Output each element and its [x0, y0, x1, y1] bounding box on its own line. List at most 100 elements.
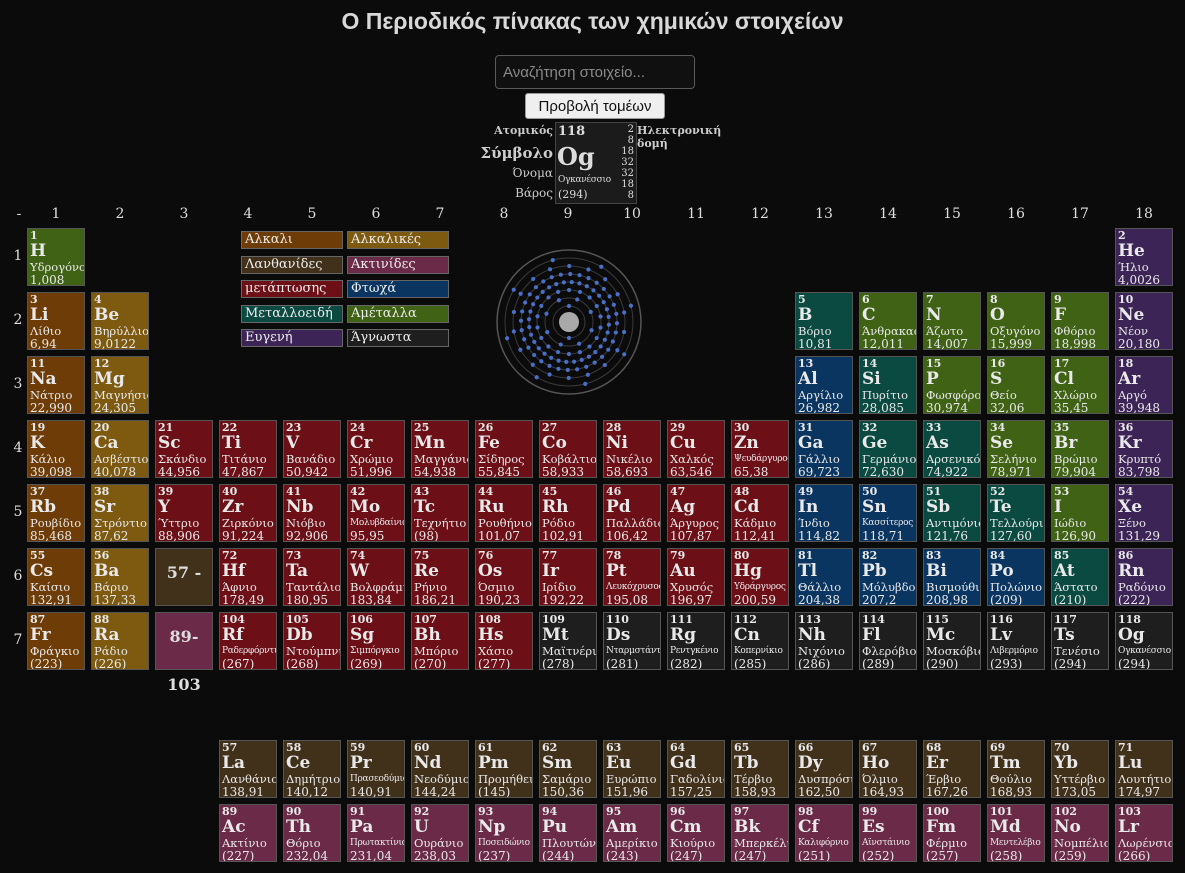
- element-cd[interactable]: 48 Cd Κάδμιο 112,41: [731, 484, 789, 542]
- element-lv[interactable]: 116 Lv Λιβερμόριο (293): [987, 612, 1045, 670]
- placeholder-lanthanides[interactable]: 57 - 71: [155, 548, 213, 630]
- element-po[interactable]: 84 Po Πολώνιο (209): [987, 548, 1045, 606]
- element-re[interactable]: 75 Re Ρήνιο 186,21: [411, 548, 469, 606]
- element-bh[interactable]: 107 Bh Μπόριο (270): [411, 612, 469, 670]
- element-cn[interactable]: 112 Cn Κοπερνίκιο (285): [731, 612, 789, 670]
- element-rg[interactable]: 111 Rg Ρεντγκένιο (282): [667, 612, 725, 670]
- element-mt[interactable]: 109MtΜαϊτνέριο(278): [539, 612, 597, 670]
- element-li[interactable]: 3 Li Λίθιο 6,94: [27, 292, 85, 350]
- element-mo[interactable]: 42 Mo Μολυβδαίνιο 95,95: [347, 484, 405, 542]
- element-si[interactable]: 14 Si Πυρίτιο 28,085: [859, 356, 917, 414]
- element-u[interactable]: 92 U Ουράνιο 238,03: [411, 804, 469, 862]
- legend-item-transition[interactable]: μετάπτωσης: [241, 280, 343, 298]
- element-in[interactable]: 49 In Ίνδιο 114,82: [795, 484, 853, 542]
- element-ge[interactable]: 32 Ge Γερμάνιο 72,630: [859, 420, 917, 478]
- element-yb[interactable]: 70 Yb Υττέρβιο 173,05: [1051, 740, 1109, 798]
- element-b[interactable]: 5 B Βόριο 10,81: [795, 292, 853, 350]
- element-cm[interactable]: 96 Cm Κιούριο (247): [667, 804, 725, 862]
- element-tc[interactable]: 43 Tc Τεχνήτιο (98): [411, 484, 469, 542]
- legend-item-lanthanide[interactable]: Λανθανίδες: [241, 255, 343, 274]
- element-s[interactable]: 16 S Θείο 32,06: [987, 356, 1045, 414]
- element-no[interactable]: 102 No Νομπέλιο (259): [1051, 804, 1109, 862]
- element-dy[interactable]: 66DyΔυσπρόσιο162,50: [795, 740, 853, 798]
- element-v[interactable]: 23 V Βανάδιο 50,942: [283, 420, 341, 478]
- element-sg[interactable]: 106 Sg Σιμπόργκιο (269): [347, 612, 405, 670]
- element-pt[interactable]: 78 Pt Λευκόχρυσος 195,08: [603, 548, 661, 606]
- element-pm[interactable]: 61PmΠρομήθειο(145): [475, 740, 533, 798]
- legend-item-noble[interactable]: Ευγενή: [241, 329, 343, 347]
- element-as[interactable]: 33 As Αρσενικό 74,922: [923, 420, 981, 478]
- element-eu[interactable]: 63 Eu Ευρώπιο 151,96: [603, 740, 661, 798]
- element-ti[interactable]: 22 Ti Τιτάνιο 47,867: [219, 420, 277, 478]
- element-p[interactable]: 15PΦωσφόρος30,974: [923, 356, 981, 414]
- element-rn[interactable]: 86 Rn Ραδόνιο (222): [1115, 548, 1173, 606]
- element-ho[interactable]: 67 Ho Όλμιο 164,93: [859, 740, 917, 798]
- element-lr[interactable]: 103 Lr Λωρένσιο (266): [1115, 804, 1173, 862]
- element-h[interactable]: 1 H Υδρογόνο 1,008: [27, 228, 85, 286]
- element-be[interactable]: 4 Be Βηρύλλιο 9,0122: [91, 292, 149, 350]
- element-hg[interactable]: 80 Hg Υδράργυρος 200,59: [731, 548, 789, 606]
- element-ds[interactable]: 110DsΝταρμστάντιο(281): [603, 612, 661, 670]
- element-xe[interactable]: 54 Xe Ξένο 131,29: [1115, 484, 1173, 542]
- element-ac[interactable]: 89 Ac Ακτίνιο (227): [219, 804, 277, 862]
- element-pd[interactable]: 46 Pd Παλλάδιο 106,42: [603, 484, 661, 542]
- element-sr[interactable]: 38 Sr Στρόντιο 87,62: [91, 484, 149, 542]
- search-input[interactable]: [495, 55, 695, 89]
- show-sectors-button[interactable]: Προβολή τομέων: [525, 93, 665, 119]
- element-md[interactable]: 101 Md Μεντελέβιο (258): [987, 804, 1045, 862]
- element-bi[interactable]: 83 Bi Βισμούθιο 208,98: [923, 548, 981, 606]
- element-ni[interactable]: 28 Ni Νικέλιο 58,693: [603, 420, 661, 478]
- legend-item-actinide[interactable]: Ακτινίδες: [347, 255, 449, 274]
- element-nd[interactable]: 60 Nd Νεοδύμιο 144,24: [411, 740, 469, 798]
- element-cf[interactable]: 98 Cf Καλιφόρνιο (251): [795, 804, 853, 862]
- element-zr[interactable]: 40 Zr Ζιρκόνιο 91,224: [219, 484, 277, 542]
- legend-item-alkaline[interactable]: Αλκαλικές: [347, 231, 449, 249]
- element-na[interactable]: 11 Na Νάτριο 22,990: [27, 356, 85, 414]
- element-zn[interactable]: 30 Zn Ψευδάργυρος 65,38: [731, 420, 789, 478]
- element-rf[interactable]: 104 Rf Ραδερφόρντιο (267): [219, 612, 277, 670]
- placeholder-actinides[interactable]: 89-103: [155, 612, 213, 694]
- element-tl[interactable]: 81 Tl Θάλλιο 204,38: [795, 548, 853, 606]
- element-nh[interactable]: 113 Nh Νιχόνιο (286): [795, 612, 853, 670]
- element-kr[interactable]: 36 Kr Κρυπτό 83,798: [1115, 420, 1173, 478]
- legend-item-unknown[interactable]: Άγνωστα: [347, 329, 449, 347]
- element-cs[interactable]: 55 Cs Καίσιο 132,91: [27, 548, 85, 606]
- element-la[interactable]: 57 La Λανθάνιο 138,91: [219, 740, 277, 798]
- element-ra[interactable]: 88 Ra Ράδιο (226): [91, 612, 149, 670]
- element-np[interactable]: 93 Np Ποσειδώνιο (237): [475, 804, 533, 862]
- element-mn[interactable]: 25 Mn Μαγγάνιο 54,938: [411, 420, 469, 478]
- element-th[interactable]: 90 Th Θόριο 232,04: [283, 804, 341, 862]
- element-al[interactable]: 13 Al Αργίλιο 26,982: [795, 356, 853, 414]
- element-rh[interactable]: 45 Rh Ρόδιο 102,91: [539, 484, 597, 542]
- element-f[interactable]: 9 F Φθόριο 18,998: [1051, 292, 1109, 350]
- element-pb[interactable]: 82 Pb Μόλυβδος 207,2: [859, 548, 917, 606]
- element-sn[interactable]: 50 Sn Κασσίτερος 118,71: [859, 484, 917, 542]
- legend-item-nonmetal[interactable]: Αμέταλλα: [347, 304, 449, 323]
- element-i[interactable]: 53 I Ιώδιο 126,90: [1051, 484, 1109, 542]
- element-se[interactable]: 34 Se Σελήνιο 78,971: [987, 420, 1045, 478]
- element-am[interactable]: 95 Am Αμερίκιο (243): [603, 804, 661, 862]
- element-y[interactable]: 39 Y Ύττριο 88,906: [155, 484, 213, 542]
- element-cu[interactable]: 29 Cu Χαλκός 63,546: [667, 420, 725, 478]
- element-ce[interactable]: 58 Ce Δημήτριο 140,12: [283, 740, 341, 798]
- element-rb[interactable]: 37 Rb Ρουβίδιο 85,468: [27, 484, 85, 542]
- element-c[interactable]: 6 C Άνθρακας 12,011: [859, 292, 917, 350]
- element-bk[interactable]: 97BkΜπερκέλιο(247): [731, 804, 789, 862]
- element-hf[interactable]: 72 Hf Άφνιο 178,49: [219, 548, 277, 606]
- element-o[interactable]: 8 O Οξυγόνο 15,999: [987, 292, 1045, 350]
- element-n[interactable]: 7 N Άζωτο 14,007: [923, 292, 981, 350]
- element-ar[interactable]: 18 Ar Αργό 39,948: [1115, 356, 1173, 414]
- element-pu[interactable]: 94PuΠλουτώνιο(244): [539, 804, 597, 862]
- element-pr[interactable]: 59 Pr Πρασεοδύμιο 140,91: [347, 740, 405, 798]
- legend-item-post[interactable]: Φτωχά: [347, 280, 449, 298]
- element-he[interactable]: 2 He Ήλιο 4,0026: [1115, 228, 1173, 286]
- element-fm[interactable]: 100 Fm Φέρμιο (257): [923, 804, 981, 862]
- element-ba[interactable]: 56 Ba Βάριο 137,33: [91, 548, 149, 606]
- element-ga[interactable]: 31 Ga Γάλλιο 69,723: [795, 420, 853, 478]
- element-fe[interactable]: 26 Fe Σίδηρος 55,845: [475, 420, 533, 478]
- element-db[interactable]: 105DbΝτούμπνιο(268): [283, 612, 341, 670]
- element-ca[interactable]: 20 Ca Ασβέστιο 40,078: [91, 420, 149, 478]
- element-fl[interactable]: 114 Fl Φλερόβιο (289): [859, 612, 917, 670]
- element-os[interactable]: 76 Os Όσμιο 190,23: [475, 548, 533, 606]
- element-br[interactable]: 35 Br Βρώμιο 79,904: [1051, 420, 1109, 478]
